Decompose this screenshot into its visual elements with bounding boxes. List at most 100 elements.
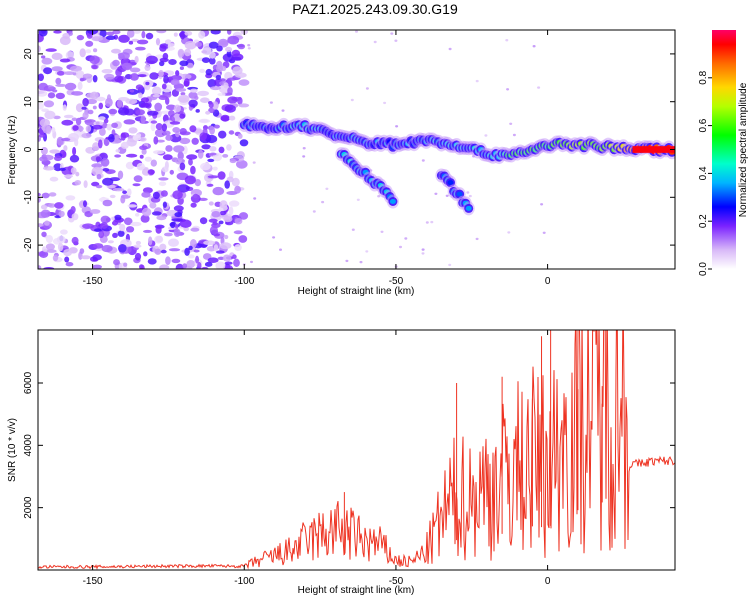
heat-blob [114,154,121,158]
heat-blob [156,215,167,221]
heat-blob [425,221,429,224]
heat-blob [219,200,228,209]
heat-blob [38,102,44,110]
heat-blob [177,151,184,161]
x-tick-label: 0 [545,576,551,587]
heat-blob [540,203,544,206]
heat-blob [120,132,130,139]
heat-blob [200,97,210,103]
heat-blob [404,237,408,240]
heat-blob [227,35,240,45]
heat-blob [165,134,173,141]
heat-blob [151,86,162,95]
heat-blob [80,255,91,260]
heat-blob [223,82,229,89]
heat-blob [156,30,167,34]
heat-blob [71,117,78,122]
heat-blob [113,259,120,266]
heat-blob [147,258,157,265]
heat-blob [252,161,256,164]
heat-blob [359,260,363,264]
heat-blob [208,102,214,109]
heat-blob [173,205,184,212]
heat-blob [227,77,237,81]
heat-blob [107,240,114,244]
heat-blob [228,130,235,135]
heat-blob [186,260,196,268]
heat-blob [312,210,316,213]
heat-blob [302,147,306,150]
heat-blob [86,98,97,105]
y-tick-label: 10 [23,96,34,108]
heat-blob [43,67,53,75]
heat-blob [199,217,208,225]
heat-blob [237,133,243,139]
x-tick-label: -150 [83,576,103,587]
heat-blob [69,154,80,163]
heat-blob [44,110,56,120]
heat-blob [135,240,141,245]
y-tick-label: 20 [23,48,34,60]
heat-blob [112,220,118,226]
heat-blob [216,64,223,73]
heat-blob [109,194,116,199]
heat-blob [208,41,219,49]
heat-blob [91,124,103,130]
heat-blob [74,180,82,186]
spectrogram-ylabel: Frequency (Hz) [7,116,18,185]
heat-blob [188,99,198,108]
heat-blob [218,220,224,225]
heat-blob [55,77,62,85]
heat-blob [168,110,175,117]
heat-blob [445,194,449,197]
heat-blob [186,62,194,69]
heat-blob [213,124,220,129]
colorbar-tick-label: 0.6 [698,118,709,132]
heat-blob [175,88,187,92]
heat-blob [207,257,219,264]
heat-blob [165,145,173,152]
heat-blob [163,130,171,136]
heat-blob [208,107,215,114]
heat-blob [76,34,85,41]
heat-blob [38,45,41,53]
heat-blob [212,186,225,196]
heat-blob [193,249,200,253]
heat-blob [38,73,44,82]
heat-blob [126,226,135,233]
chart-title: PAZ1.2025.243.09.30.G19 [292,1,458,17]
heat-blob [101,245,113,253]
heat-blob [64,82,77,91]
heat-blob [143,251,148,257]
heat-blob [91,36,103,42]
heat-blob [164,232,173,237]
heat-blob [141,168,151,176]
heat-blob [111,122,118,128]
heat-blob [223,216,233,223]
heat-blob [365,87,369,90]
heat-blob [209,152,217,156]
heat-blob [106,94,112,102]
heat-blob [153,136,159,145]
x-tick-label: -50 [389,576,404,587]
heat-blob [106,184,116,189]
heat-blob [56,136,64,146]
heat-blob [159,60,165,67]
heat-blob [55,83,67,87]
heat-blob [201,266,209,269]
heat-blob [145,81,150,86]
heat-blob [170,221,176,229]
heat-blob [93,48,98,53]
heat-blob [92,105,97,110]
heat-blob [222,154,229,158]
heat-blob [139,137,147,142]
heat-blob [95,156,101,162]
heat-blob [448,47,452,51]
heat-blob [325,187,329,190]
heat-blob [217,256,225,260]
heat-blob [208,201,214,206]
heat-blob [84,119,93,123]
heat-blob [148,236,153,246]
heat-blob [233,258,240,267]
heat-blob [100,222,108,229]
